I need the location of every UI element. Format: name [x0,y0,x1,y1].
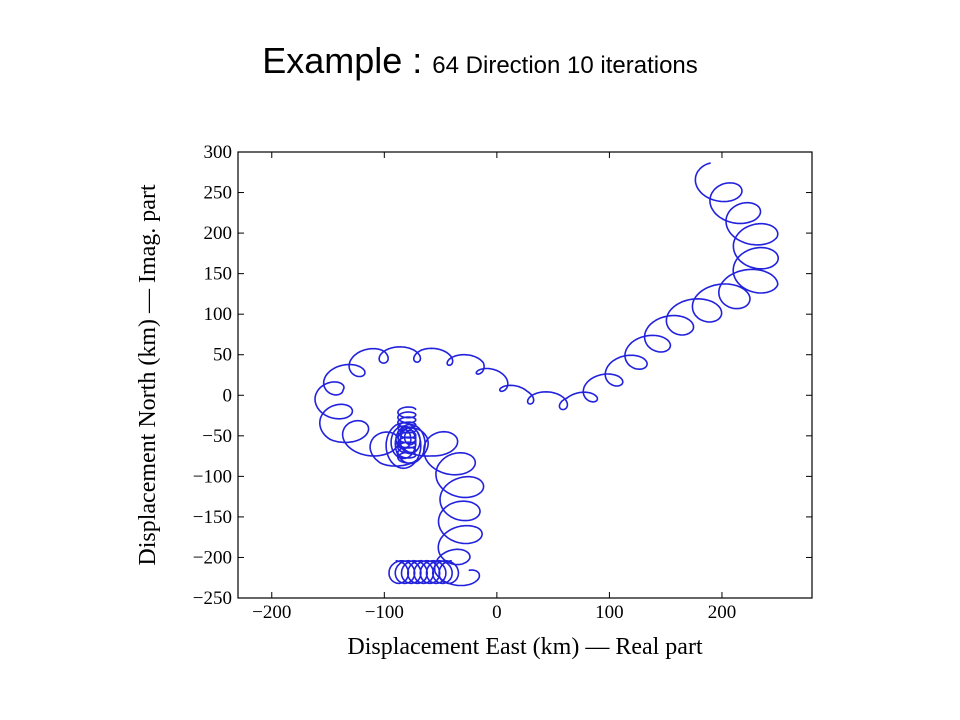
x-tick-label: 0 [492,602,502,623]
y-axis: 300 250 200 150 100 50 0 −50 −100 −150 −200 −250 [193,142,812,609]
y-tick-label: 250 [204,183,233,204]
y-tick-label: 50 [213,345,232,366]
y-tick-label: −100 [193,466,232,487]
y-tick-label: 300 [204,142,233,163]
slide-title: Example : 64 Direction 10 iterations [0,40,960,82]
y-tick-label: −250 [193,588,232,609]
plot-area [314,162,779,587]
x-tick-label: 200 [708,602,737,623]
y-tick-label: −150 [193,507,232,528]
x-axis-label: Displacement East (km) — Real part [347,634,703,660]
x-tick-label: −100 [365,602,404,623]
slide-title-main: Example : [262,40,433,81]
y-tick-label: 200 [204,223,233,244]
series-line-tail [385,406,460,585]
y-tick-label: −50 [202,426,232,447]
y-axis-label: Displacement North (km) — Imag. part [135,184,161,566]
x-tick-label: 100 [595,602,624,623]
y-tick-label: −200 [193,547,232,568]
series-line [314,162,779,587]
x-tick-label: −200 [252,602,291,623]
slide-title-sub: 64 Direction 10 iterations [432,52,698,79]
plot-frame [237,151,813,599]
y-tick-label: 100 [204,304,233,325]
x-axis: −200 −100 0 100 200 [252,152,736,623]
y-tick-label: 0 [223,385,233,406]
y-tick-label: 150 [204,264,233,285]
